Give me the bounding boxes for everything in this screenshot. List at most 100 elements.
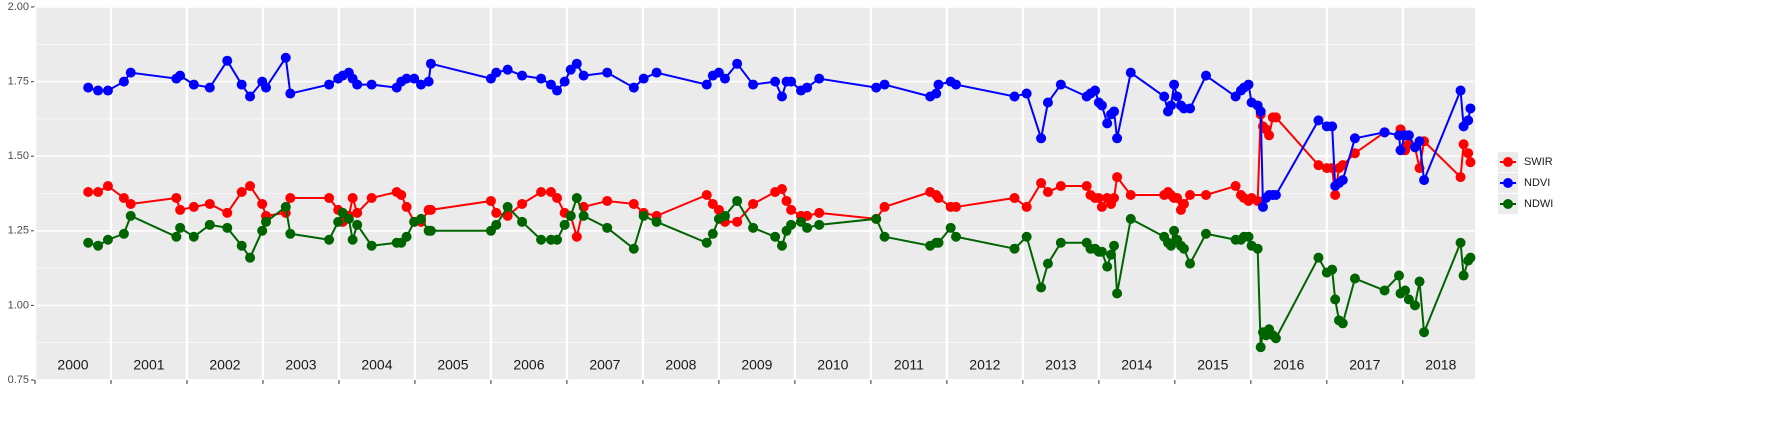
data-point: [1200, 228, 1211, 239]
data-point: [366, 192, 377, 203]
data-point: [1169, 225, 1180, 236]
data-point: [343, 213, 354, 224]
data-point: [1166, 100, 1177, 111]
data-point: [1093, 192, 1104, 203]
data-point: [1042, 187, 1053, 198]
legend-label: SWIR: [1524, 156, 1553, 168]
data-point: [1419, 327, 1430, 338]
data-point: [1243, 231, 1254, 242]
data-point: [175, 222, 186, 233]
x-tick-label: 2001: [133, 357, 164, 373]
data-point: [1125, 67, 1136, 78]
data-point: [879, 79, 890, 90]
data-point: [776, 240, 787, 251]
data-point: [222, 207, 233, 218]
data-point: [366, 79, 377, 90]
data-point: [1403, 130, 1414, 141]
data-point: [1055, 79, 1066, 90]
data-point: [707, 228, 718, 239]
data-point: [536, 234, 547, 245]
data-point: [651, 67, 662, 78]
data-point: [1327, 264, 1338, 275]
data-point: [879, 231, 890, 242]
x-tick-label: 2016: [1273, 357, 1304, 373]
data-point: [324, 192, 335, 203]
data-point: [732, 216, 743, 227]
data-point: [931, 88, 942, 99]
data-point: [1169, 79, 1180, 90]
data-point: [1313, 252, 1324, 263]
data-point: [171, 231, 182, 242]
data-point: [1185, 189, 1196, 200]
data-point: [1465, 103, 1476, 114]
data-point: [125, 198, 136, 209]
data-point: [1257, 201, 1268, 212]
data-point: [204, 82, 215, 93]
y-tick-label: 1.25: [8, 225, 29, 237]
data-point: [1349, 273, 1360, 284]
data-point: [786, 204, 797, 215]
x-tick-label: 2018: [1425, 357, 1456, 373]
data-point: [559, 219, 570, 230]
data-point: [950, 231, 961, 242]
data-point: [324, 79, 335, 90]
data-point: [236, 79, 247, 90]
x-tick-label: 2017: [1349, 357, 1380, 373]
data-point: [491, 67, 502, 78]
data-point: [1106, 249, 1117, 260]
data-point: [628, 198, 639, 209]
data-point: [571, 231, 582, 242]
data-point: [416, 213, 427, 224]
data-point: [401, 201, 412, 212]
x-tick-label: 2002: [209, 357, 240, 373]
data-point: [1102, 118, 1113, 129]
data-point: [1395, 145, 1406, 156]
data-point: [1109, 106, 1120, 117]
data-point: [950, 79, 961, 90]
data-point: [628, 82, 639, 93]
data-point: [945, 222, 956, 233]
x-tick-label: 2008: [665, 357, 696, 373]
data-point: [93, 85, 104, 96]
data-point: [280, 201, 291, 212]
data-point: [83, 237, 94, 248]
data-point: [814, 207, 825, 218]
data-point: [1125, 189, 1136, 200]
data-point: [188, 201, 199, 212]
data-point: [701, 189, 712, 200]
legend-dot: [1503, 178, 1513, 188]
data-point: [1112, 172, 1123, 183]
data-point: [171, 192, 182, 203]
data-point: [1036, 178, 1047, 189]
data-point: [125, 67, 136, 78]
data-point: [485, 195, 496, 206]
x-tick-label: 2009: [741, 357, 772, 373]
data-point: [1327, 121, 1338, 132]
data-point: [1178, 198, 1189, 209]
x-tick-label: 2015: [1197, 357, 1228, 373]
data-point: [578, 210, 589, 221]
data-point: [425, 225, 436, 236]
data-point: [638, 73, 649, 84]
data-point: [261, 82, 272, 93]
data-point: [651, 216, 662, 227]
data-point: [802, 82, 813, 93]
data-point: [1455, 172, 1466, 183]
data-point: [1112, 288, 1123, 299]
data-point: [770, 76, 781, 87]
data-point: [1419, 175, 1430, 186]
data-point: [933, 79, 944, 90]
data-point: [118, 192, 129, 203]
data-point: [879, 201, 890, 212]
data-point: [1021, 88, 1032, 99]
data-point: [502, 64, 513, 75]
data-point: [1200, 70, 1211, 81]
x-tick-label: 2004: [361, 357, 392, 373]
data-point: [1042, 97, 1053, 108]
data-point: [1400, 285, 1411, 296]
data-point: [1465, 157, 1476, 168]
data-point: [719, 210, 730, 221]
data-point: [517, 216, 528, 227]
data-point: [517, 198, 528, 209]
data-point: [571, 58, 582, 69]
